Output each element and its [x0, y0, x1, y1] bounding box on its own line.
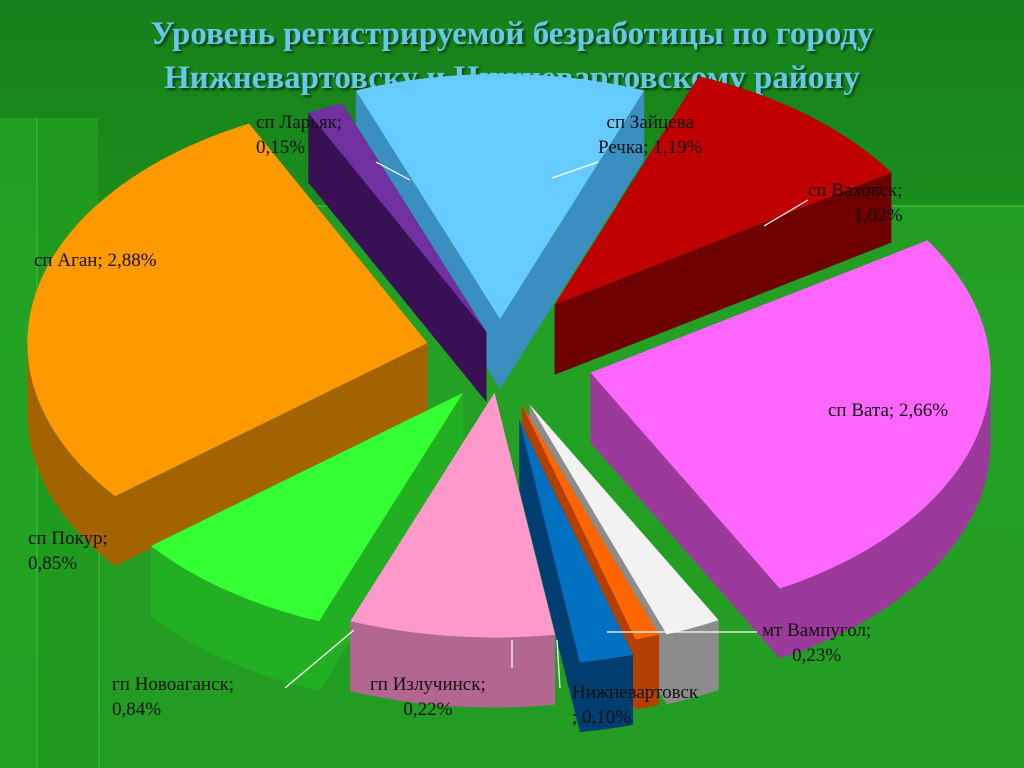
data-label: сп Аган; 2,88% [34, 250, 157, 271]
leader-line [375, 161, 411, 181]
slice-wall [521, 404, 660, 705]
data-label: мт Вампугол; 0,23% [762, 620, 872, 666]
slice-wall [308, 112, 487, 402]
slice-top [519, 419, 634, 663]
pie-slice [590, 240, 991, 659]
pie-slice [308, 103, 487, 402]
pie-slice [554, 76, 892, 375]
slice-wall [500, 90, 645, 390]
slice-top [350, 392, 556, 638]
data-label: сп Покур; 0,85% [28, 528, 108, 574]
slice-top [590, 240, 991, 589]
slice-top [150, 392, 464, 622]
leader-line [551, 161, 599, 179]
slice-top [554, 76, 892, 305]
pie-slice [350, 392, 556, 708]
data-label: сп Ларьяк; 0,15% [256, 112, 343, 158]
slice-side [350, 621, 556, 708]
slice-side [635, 634, 660, 710]
slice-top [355, 73, 645, 319]
data-label: гп Излучинск; 0,22% [370, 674, 486, 720]
slice-wall [115, 342, 428, 567]
slice-side [150, 545, 319, 692]
leader-line [284, 629, 355, 689]
data-label: сп Зайцева Речка; 1,19% [598, 112, 703, 158]
slice-wall [590, 372, 780, 659]
slice-top [521, 404, 660, 640]
data-label: сп Ваховск; 1,02% [808, 180, 903, 226]
slice-side [779, 372, 991, 659]
slice-side [579, 654, 634, 733]
slice-top [27, 123, 428, 497]
pie-slice [519, 419, 634, 733]
slice-side [666, 620, 719, 705]
background-band [0, 118, 36, 768]
slice-top [308, 103, 487, 332]
title-line: Уровень регистрируемой безработицы по го… [150, 16, 874, 52]
data-label: сп Вата; 2,66% [828, 400, 949, 421]
slice-wall [554, 172, 892, 375]
leader-line [556, 639, 561, 689]
slice-top [529, 404, 719, 635]
pie-slice [27, 123, 428, 567]
slice-side [27, 342, 116, 567]
leader-line [763, 199, 809, 227]
data-label: гп Новоаганск; 0,84% [112, 674, 235, 720]
data-label: Нижневартовск ; 0,10% [572, 682, 699, 728]
